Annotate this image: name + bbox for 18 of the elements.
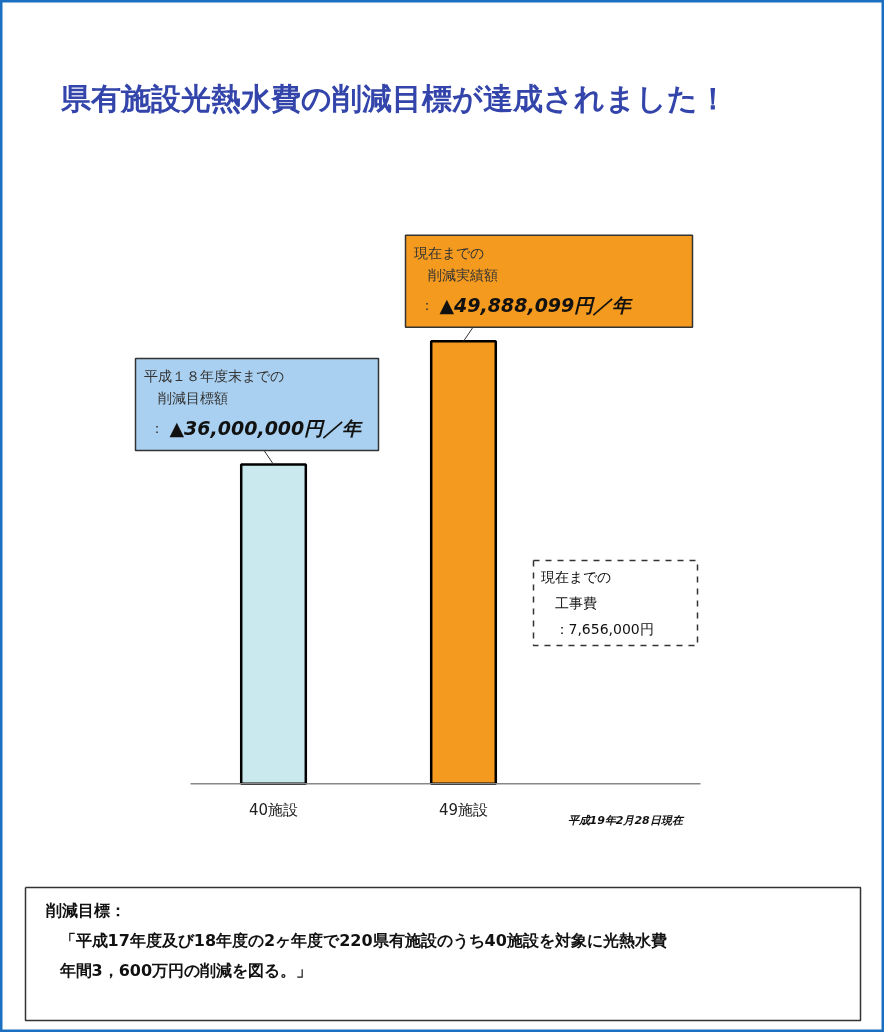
x-tick-label: 40施設 — [248, 800, 299, 819]
text: 削減目標： — [44, 900, 126, 920]
text: 現在までの — [413, 245, 484, 262]
annotation: 平成１８年度末までの — [143, 368, 284, 385]
text: 年間3，600万円の削減を図る。」 — [58, 960, 313, 980]
text: ： — [419, 297, 434, 314]
data-label: ▲49,888,099円／年 — [439, 294, 634, 317]
x-tick-label: 49施設 — [438, 800, 489, 819]
chart-title: 県有施設光熱水費の削減目標が達成されました！ — [59, 81, 728, 116]
text: 削減実績額 — [427, 267, 498, 284]
text: 平成19年2月28日現在 — [567, 813, 685, 827]
annotation: 削減目標額 — [157, 390, 228, 407]
data-label: ▲36,000,000円／年 — [169, 417, 364, 440]
annotation: 工事費 — [554, 594, 597, 611]
text: ： — [149, 420, 164, 437]
annotation: ：7,656,000円 — [554, 620, 654, 637]
annotation: 現在までの — [540, 568, 611, 585]
text: 「平成17年度及び18年度の2ヶ年度で220県有施設のうち40施設を対象に光熱水費 — [59, 930, 667, 950]
